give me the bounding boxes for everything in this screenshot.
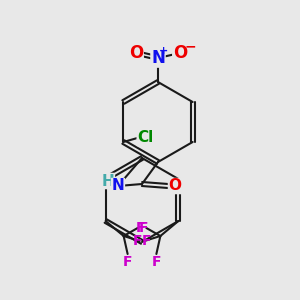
Text: F: F [152, 255, 161, 269]
Text: O: O [169, 178, 182, 194]
Text: O: O [129, 44, 143, 62]
Text: O: O [173, 44, 187, 62]
Text: H: H [102, 173, 114, 188]
Text: F: F [139, 221, 148, 235]
Text: +: + [159, 46, 169, 56]
Text: F: F [123, 255, 132, 269]
Text: N: N [151, 49, 165, 67]
Text: F: F [142, 234, 152, 248]
Text: F: F [133, 234, 142, 248]
Text: F: F [136, 221, 145, 235]
Text: N: N [112, 178, 124, 194]
Text: −: − [184, 39, 196, 53]
Text: Cl: Cl [137, 130, 154, 146]
